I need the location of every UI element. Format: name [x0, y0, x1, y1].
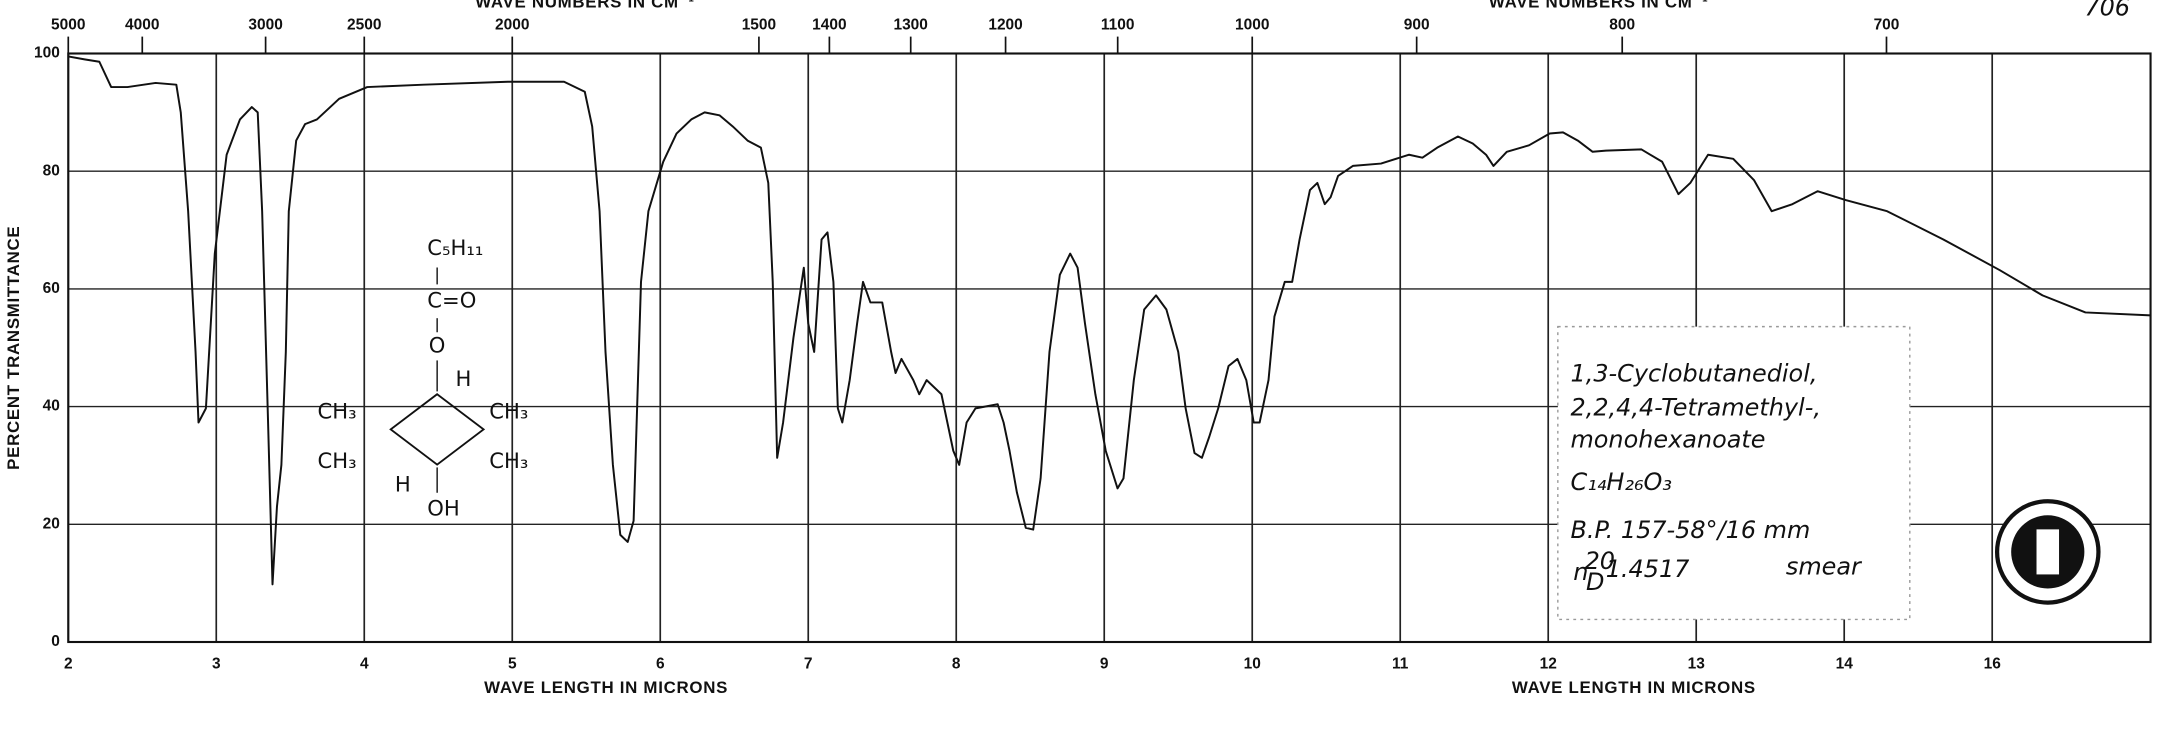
- structure-label: CH₃: [317, 448, 356, 473]
- marks: [68, 55, 2151, 586]
- x-tick-label: 11: [1392, 656, 1409, 673]
- structure: C₅H₁₁ C=O O H CH₃ CH₃ CH₃ CH₃ H OH: [317, 235, 528, 520]
- annotation: 20: [1585, 547, 1615, 575]
- grid: [67, 52, 2151, 643]
- x2-tick-label: 900: [1404, 16, 1430, 33]
- x-tick-label: 9: [1100, 656, 1109, 673]
- x2-tick-label: 1500: [742, 16, 776, 33]
- annotation: smear: [1786, 552, 1863, 580]
- x-tick-label: 10: [1244, 656, 1261, 673]
- x2-tick-label: 2500: [347, 16, 381, 33]
- x2-axis-title: WAVE NUMBERS IN CM⁻¹: [475, 0, 695, 11]
- annotation: monohexanoate: [1571, 426, 1766, 454]
- y-tick-label: 0: [51, 633, 60, 650]
- y-tick-label: 100: [34, 45, 60, 62]
- x-tick-label: 3: [212, 656, 221, 673]
- annotation: 2,2,4,4-Tetramethyl-,: [1571, 393, 1821, 421]
- structure-label: O: [429, 332, 446, 357]
- structure-label: CH₃: [489, 448, 528, 473]
- annotation: B.P. 157-58°/16 mm: [1571, 516, 1811, 544]
- ring: [389, 393, 486, 466]
- structure-label: C=O: [427, 287, 476, 312]
- y-axis-title: PERCENT TRANSMITTANCE: [4, 226, 23, 470]
- x-tick-label: 8: [952, 656, 961, 673]
- annotation: n: [1573, 558, 1588, 586]
- x2-tick-label: 800: [1609, 16, 1635, 33]
- annotation: C₁₄H₂₆O₃: [1571, 468, 1672, 496]
- spectrum-line: [68, 55, 2151, 586]
- x2-tick-label: 5000: [51, 16, 85, 33]
- plot-frame: [67, 52, 2152, 644]
- structure-label: CH₃: [489, 399, 528, 424]
- x2-tick-label: 1100: [1101, 16, 1135, 33]
- x-tick-label: 6: [656, 656, 665, 673]
- label-card: [1557, 325, 1911, 621]
- structure-label: C₅H₁₁: [427, 235, 483, 260]
- logo: [1994, 499, 2101, 605]
- x-tick-label: 2: [64, 656, 73, 673]
- x-tick-label: 13: [1688, 656, 1706, 673]
- annotation: 1,3-Cyclobutanediol,: [1571, 360, 1818, 388]
- structure-label: H: [455, 366, 471, 391]
- annotation: 1.4517: [1606, 555, 1690, 583]
- x-tick-label: 7: [804, 656, 813, 673]
- x2-tick-label: 1200: [988, 16, 1022, 33]
- x-tick-label: 16: [1984, 656, 2002, 673]
- x2-axis-title: WAVE NUMBERS IN CM⁻¹: [1489, 0, 1709, 11]
- structure-label: CH₃: [317, 399, 356, 424]
- x2-tick-label: 1000: [1235, 16, 1269, 33]
- y-tick-label: 60: [43, 280, 60, 297]
- x2-tick-label: 4000: [125, 16, 159, 33]
- logo-mark: [2036, 529, 2060, 575]
- x2-tick-label: 2000: [495, 16, 529, 33]
- structure-label: H: [395, 472, 411, 497]
- y-tick-label: 80: [43, 162, 60, 179]
- x-tick-label: 4: [360, 656, 369, 673]
- structure-label: OH: [427, 496, 460, 521]
- y-tick-label: 40: [43, 398, 60, 415]
- x2-tick-label: 1400: [812, 16, 846, 33]
- x2-tick-label: 1300: [893, 16, 927, 33]
- x-tick-label: 12: [1540, 656, 1557, 673]
- x-tick-label: 5: [508, 656, 517, 673]
- x-axis-title: WAVE LENGTH IN MICRONS: [1512, 678, 1756, 697]
- x2-tick-label: 700: [1874, 16, 1900, 33]
- x2-tick-label: 3000: [248, 16, 282, 33]
- annotation: D: [1586, 568, 1604, 596]
- annotation: 706: [2084, 0, 2130, 21]
- x-tick-label: 14: [1836, 656, 1854, 673]
- y-tick-label: 20: [43, 515, 60, 532]
- x-axis-title: WAVE LENGTH IN MICRONS: [484, 678, 728, 697]
